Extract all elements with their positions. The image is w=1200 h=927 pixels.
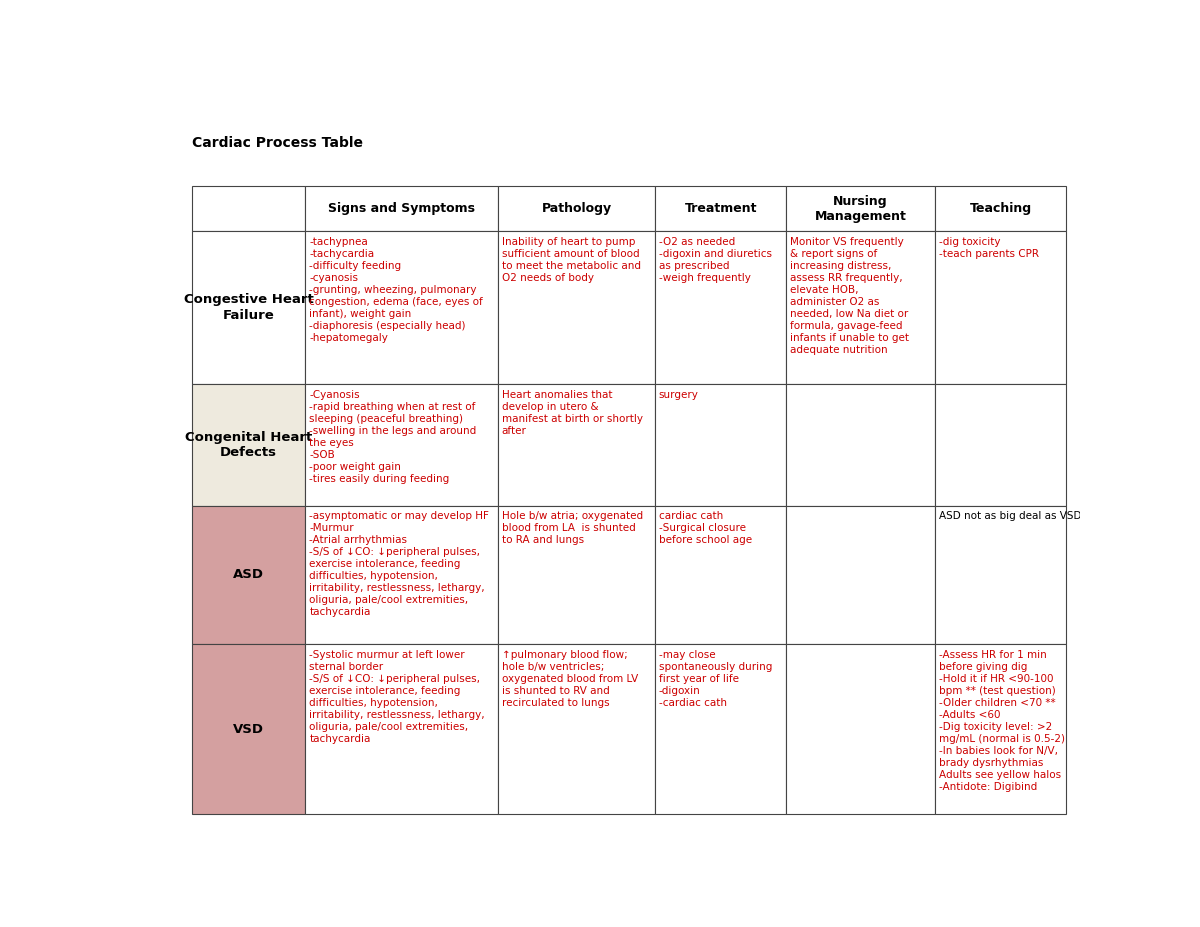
Text: -dig toxicity
-teach parents CPR: -dig toxicity -teach parents CPR bbox=[938, 237, 1039, 260]
Bar bbox=[498, 505, 655, 644]
Bar bbox=[786, 505, 935, 644]
Bar bbox=[306, 505, 498, 644]
Bar bbox=[192, 186, 306, 232]
Text: Inability of heart to pump
sufficient amount of blood
to meet the metabolic and
: Inability of heart to pump sufficient am… bbox=[502, 237, 641, 283]
Bar bbox=[786, 384, 935, 505]
Bar bbox=[935, 505, 1066, 644]
Text: -O2 as needed
-digoxin and diuretics
as prescribed
-weigh frequently: -O2 as needed -digoxin and diuretics as … bbox=[659, 237, 772, 283]
Bar bbox=[655, 384, 786, 505]
Bar bbox=[655, 505, 786, 644]
Text: Hole b/w atria; oxygenated
blood from LA  is shunted
to RA and lungs: Hole b/w atria; oxygenated blood from LA… bbox=[502, 511, 643, 545]
Text: Signs and Symptoms: Signs and Symptoms bbox=[328, 202, 475, 215]
Bar bbox=[498, 644, 655, 814]
Text: Cardiac Process Table: Cardiac Process Table bbox=[192, 136, 362, 150]
Text: -Assess HR for 1 min
before giving dig
-Hold it if HR <90-100
bpm ** (test quest: -Assess HR for 1 min before giving dig -… bbox=[938, 650, 1064, 792]
Bar bbox=[786, 644, 935, 814]
Text: Monitor VS frequently
& report signs of
increasing distress,
assess RR frequentl: Monitor VS frequently & report signs of … bbox=[790, 237, 910, 355]
Text: -asymptomatic or may develop HF
-Murmur
-Atrial arrhythmias
-S/S of ↓CO: ↓periph: -asymptomatic or may develop HF -Murmur … bbox=[310, 511, 490, 617]
Bar bbox=[786, 186, 935, 232]
Text: ASD: ASD bbox=[233, 568, 264, 581]
Text: Pathology: Pathology bbox=[541, 202, 612, 215]
Bar bbox=[306, 384, 498, 505]
Text: Teaching: Teaching bbox=[970, 202, 1032, 215]
Bar bbox=[786, 232, 935, 384]
Bar bbox=[935, 186, 1066, 232]
Text: -tachypnea
-tachycardia
-difficulty feeding
-cyanosis
-grunting, wheezing, pulmo: -tachypnea -tachycardia -difficulty feed… bbox=[310, 237, 482, 343]
Bar bbox=[498, 186, 655, 232]
Bar bbox=[935, 384, 1066, 505]
Text: surgery: surgery bbox=[659, 389, 698, 400]
Text: Heart anomalies that
develop in utero &
manifest at birth or shortly
after: Heart anomalies that develop in utero & … bbox=[502, 389, 642, 436]
Bar bbox=[498, 232, 655, 384]
Text: Nursing
Management: Nursing Management bbox=[815, 195, 906, 223]
Bar bbox=[192, 644, 306, 814]
Text: Congenital Heart
Defects: Congenital Heart Defects bbox=[185, 430, 312, 459]
Bar bbox=[655, 186, 786, 232]
Text: VSD: VSD bbox=[233, 723, 264, 736]
Bar bbox=[655, 232, 786, 384]
Bar bbox=[192, 232, 306, 384]
Text: -Systolic murmur at left lower
sternal border
-S/S of ↓CO: ↓peripheral pulses,
e: -Systolic murmur at left lower sternal b… bbox=[310, 650, 485, 744]
Bar bbox=[306, 232, 498, 384]
Text: ↑pulmonary blood flow;
hole b/w ventricles;
oxygenated blood from LV
is shunted : ↑pulmonary blood flow; hole b/w ventricl… bbox=[502, 650, 637, 708]
Bar bbox=[935, 232, 1066, 384]
Text: Congestive Heart
Failure: Congestive Heart Failure bbox=[184, 294, 313, 322]
Bar bbox=[655, 644, 786, 814]
Text: ASD not as big deal as VSD: ASD not as big deal as VSD bbox=[938, 511, 1081, 521]
Bar bbox=[192, 505, 306, 644]
Bar bbox=[498, 384, 655, 505]
Bar bbox=[935, 644, 1066, 814]
Text: cardiac cath
-Surgical closure
before school age: cardiac cath -Surgical closure before sc… bbox=[659, 511, 752, 545]
Text: Treatment: Treatment bbox=[684, 202, 757, 215]
Text: -Cyanosis
-rapid breathing when at rest of
sleeping (peaceful breathing)
-swelli: -Cyanosis -rapid breathing when at rest … bbox=[310, 389, 476, 484]
Bar bbox=[306, 644, 498, 814]
Bar bbox=[192, 384, 306, 505]
Text: -may close
spontaneously during
first year of life
-digoxin
-cardiac cath: -may close spontaneously during first ye… bbox=[659, 650, 773, 708]
Bar bbox=[306, 186, 498, 232]
